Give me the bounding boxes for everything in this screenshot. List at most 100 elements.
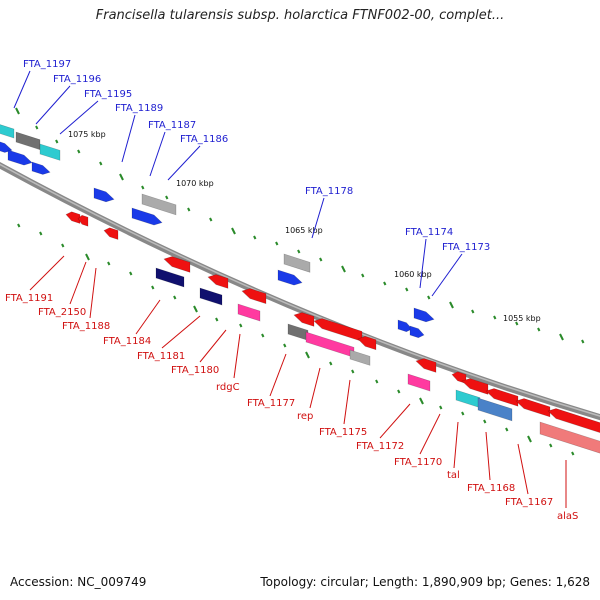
gene-feature [477,397,513,422]
leader-line [269,353,287,397]
tick-mark [549,443,553,448]
tick-marks [15,107,585,456]
gene-feature [141,193,177,216]
gene-feature [547,408,600,433]
label-leaders [13,70,567,508]
tick-mark [375,379,379,384]
genome-backbone [0,162,600,421]
tick-mark [275,241,279,246]
forward-gene-label[interactable]: FTA_1173 [442,242,490,253]
gene-feature [287,323,309,341]
tick-mark [351,369,355,374]
leader-line [311,197,325,239]
gene-feature [199,287,223,306]
tick-mark [119,173,124,181]
reverse-gene-label[interactable]: FTA_1170 [394,457,442,468]
gene-feature [277,269,303,286]
kbp-label: 1055 kbp [503,314,541,323]
leader-line [135,299,161,335]
leader-line [419,238,427,289]
leader-line [35,85,71,125]
leader-line [29,255,65,291]
forward-gene-label[interactable]: FTA_1189 [115,103,163,114]
reverse-gene-label[interactable]: FTA_2150 [38,307,86,318]
leader-line [89,267,97,319]
leader-line [59,100,99,135]
gene-feature [415,358,437,373]
tick-mark [483,419,487,424]
gene-feature [407,373,431,392]
reverse-gene-label[interactable]: FTA_1191 [5,293,53,304]
tick-mark [571,451,575,456]
tick-mark [439,405,443,410]
gene-feature [65,211,81,224]
tick-mark [141,185,145,190]
gene-feature [293,312,315,327]
reverse-gene-label[interactable]: FTA_1177 [247,398,295,409]
tick-mark [397,389,401,394]
tick-mark [471,309,475,314]
tick-mark [461,411,465,416]
reverse-gene-label[interactable]: FTA_1167 [505,497,553,508]
reverse-gene-label[interactable]: rdgC [216,382,240,393]
gene-feature [31,161,51,175]
gene-labels: FTA_1197 FTA_1196 FTA_1195 FTA_1189 FTA_1187… [5,59,578,522]
tick-mark [85,253,90,261]
forward-gene-label[interactable]: FTA_1186 [180,134,228,145]
leader-line [517,443,529,495]
kbp-labels: 1075 kbp 1070 kbp 1065 kbp 1060 kbp 1055 kbp [68,130,541,323]
leader-line [309,367,321,409]
gene-feature [77,214,89,227]
forward-gene-label[interactable]: FTA_1196 [53,74,101,85]
forward-gene-label[interactable]: FTA_1187 [148,120,196,131]
topology-text: Topology: circular; Length: 1,890,909 bp… [260,575,590,589]
page-title: Francisella tularensis subsp. holarctica… [95,8,505,23]
leader-line [485,431,491,481]
reverse-gene-label[interactable]: rep [297,411,313,422]
gene-feature [39,143,61,161]
reverse-gene-label[interactable]: FTA_1184 [103,336,151,347]
tick-mark [173,295,177,300]
leader-line [419,413,441,455]
reverse-gene-label[interactable]: FTA_1180 [171,365,219,376]
tick-mark [341,265,346,273]
gene-features [0,124,600,454]
tick-mark [35,125,39,130]
gene-feature [237,303,261,322]
tick-mark [383,281,387,286]
tick-mark [515,321,519,326]
reverse-gene-label[interactable]: FTA_1188 [62,321,110,332]
tick-mark [361,273,365,278]
reverse-gene-label[interactable]: FTA_1181 [137,351,185,362]
gene-feature [485,388,519,407]
gene-feature [455,389,481,409]
tick-mark [151,285,155,290]
reverse-gene-label[interactable]: alaS [557,511,578,522]
tick-mark [559,333,564,341]
gene-feature [131,207,163,226]
reverse-gene-label[interactable]: FTA_1175 [319,427,367,438]
reverse-gene-label[interactable]: FTA_1172 [356,441,404,452]
reverse-gene-label[interactable]: tal [447,470,460,481]
gene-feature [397,319,413,333]
tick-mark [17,223,21,228]
forward-gene-label[interactable]: FTA_1197 [23,59,71,70]
forward-gene-label[interactable]: FTA_1195 [84,89,132,100]
forward-gene-label[interactable]: FTA_1174 [405,227,453,238]
kbp-label: 1060 kbp [394,270,432,279]
tick-mark [129,271,133,276]
forward-gene-label[interactable]: FTA_1178 [305,186,353,197]
gene-feature [93,187,115,203]
tick-mark [537,327,541,332]
tick-mark [319,257,323,262]
tick-mark [527,435,532,443]
leader-line [199,329,227,363]
reverse-gene-label[interactable]: FTA_1168 [467,483,515,494]
tick-mark [405,287,409,292]
genome-backbone-highlight [0,163,600,417]
gene-feature [241,288,267,305]
leader-line [161,315,201,349]
gene-feature [409,325,425,339]
tick-mark [209,217,213,222]
